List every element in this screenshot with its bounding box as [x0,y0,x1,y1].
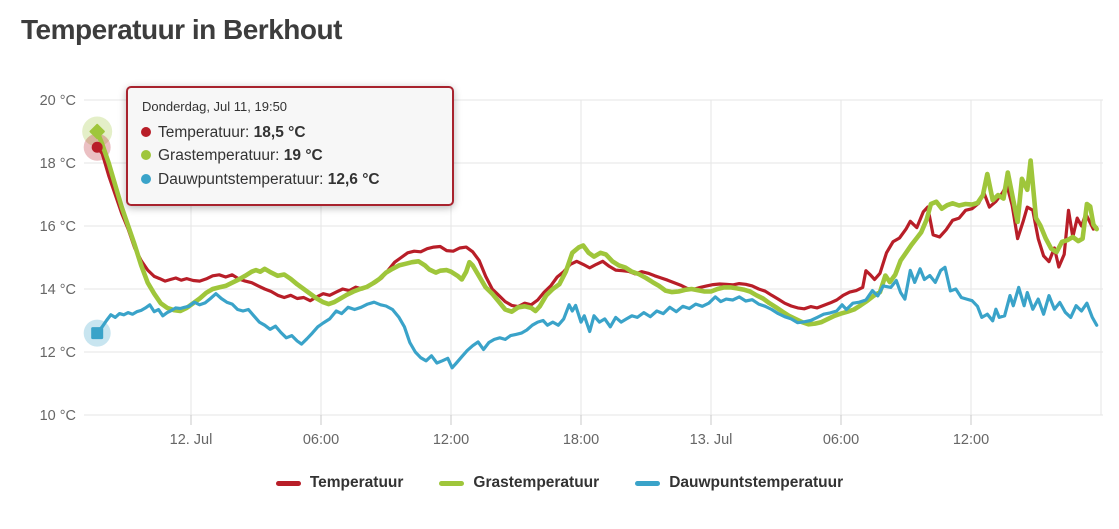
x-axis-label: 06:00 [823,432,859,448]
tooltip-colon: : [245,124,254,141]
chart-title: Temperatuur in Berkhout [21,14,342,45]
y-axis-label: 18 °C [40,156,76,172]
tooltip-series-value: 12,6 °C [327,170,380,188]
legend-item-dauwpuntstemperatuur[interactable]: Dauwpuntstemperatuur [635,474,843,492]
legend-item-temperatuur[interactable]: Temperatuur [275,474,404,492]
legend-item-grastemperatuur[interactable]: Grastemperatuur [439,474,599,492]
x-axis-label: 12:00 [433,432,469,448]
x-axis-label: 13. Jul [690,432,733,448]
temperatuur-hover-marker[interactable] [91,141,103,153]
tooltip-row-grastemperatuur: Grastemperatuur: 19 °C [141,144,437,167]
tooltip-series-value: 18,5 °C [253,124,306,141]
tooltip-row-dauwpuntstemperatuur: Dauwpuntstemperatuur: 12,6 °C [141,168,437,191]
legend: Temperatuur Grastemperatuur Dauwpuntstem… [0,474,1119,492]
grastemperatuur-hover-marker[interactable] [89,123,105,140]
x-axis-label: 12. Jul [170,432,213,448]
tooltip-colon: : [319,170,328,188]
temperatuur-bullet-icon [141,127,151,137]
tooltip-series-label: Dauwpuntstemperatuur [158,170,320,188]
x-axis-label: 12:00 [953,432,989,448]
y-axis-label: 10 °C [40,408,76,424]
legend-label: Dauwpuntstemperatuur [669,474,844,491]
series-line-temperatuur[interactable] [95,145,1099,311]
dauwpuntstemperatuur-hover-marker[interactable] [91,327,104,340]
y-axis-label: 14 °C [40,282,76,298]
tooltip-series-label: Temperatuur [158,124,246,141]
series-line-dauwpuntstemperatuur[interactable] [95,265,1099,370]
x-axis-label: 06:00 [303,432,339,448]
y-axis-label: 20 °C [40,93,76,109]
y-axis-label: 12 °C [40,345,76,361]
legend-label: Grastemperatuur [473,474,600,491]
tooltip-series-label: Grastemperatuur [158,147,276,165]
tooltip-row-temperatuur: Temperatuur: 18,5 °C [141,121,437,144]
series-line-grastemperatuur[interactable] [94,129,1099,327]
temperatuur-line-swatch-icon [275,480,301,486]
tooltip: Donderdag, Jul 11, 19:50 Temperatuur: 18… [126,86,454,206]
grastemperatuur-bullet-icon [141,150,151,161]
tooltip-header: Donderdag, Jul 11, 19:50 [142,99,288,114]
legend-label: Temperatuur [309,474,404,491]
y-axis-label: 16 °C [40,219,76,235]
grastemperatuur-line-swatch-icon [439,480,465,486]
dauwpuntstemperatuur-line-swatch-icon [635,480,661,486]
dauwpuntstemperatuur-bullet-icon [141,173,151,184]
tooltip-colon: : [275,147,284,165]
tooltip-series-value: 19 °C [283,147,323,165]
x-axis-label: 18:00 [563,432,599,448]
